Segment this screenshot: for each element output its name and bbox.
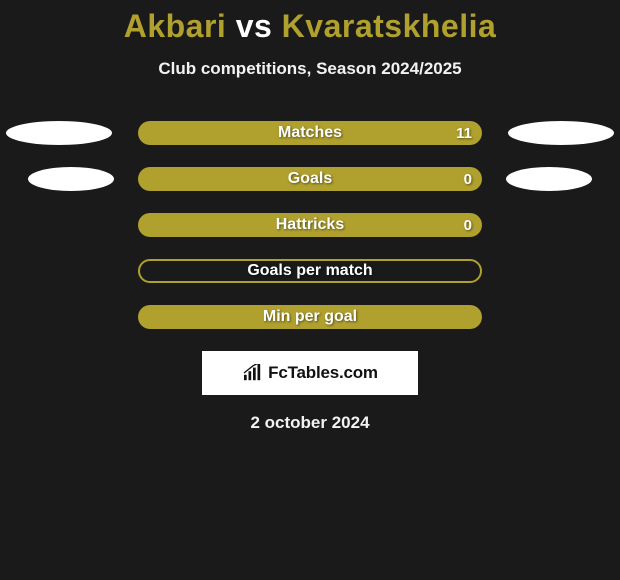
stat-value: 11 xyxy=(456,125,472,142)
stat-row-matches: Matches 11 xyxy=(0,121,620,145)
logo-content: FcTables.com xyxy=(242,363,378,383)
stat-bar: Hattricks 0 xyxy=(138,213,482,237)
stat-row-hattricks: Hattricks 0 xyxy=(0,213,620,237)
subtitle: Club competitions, Season 2024/2025 xyxy=(0,59,620,79)
logo-box[interactable]: FcTables.com xyxy=(202,351,418,395)
stat-label: Min per goal xyxy=(263,308,357,326)
comparison-card: Akbari vs Kvaratskhelia Club competition… xyxy=(0,0,620,433)
stat-label: Hattricks xyxy=(276,216,344,234)
left-value-ellipse xyxy=(6,121,112,145)
stat-label: Goals per match xyxy=(247,262,372,280)
player-left-name: Akbari xyxy=(124,8,227,44)
bar-chart-icon xyxy=(242,364,264,382)
vs-separator: vs xyxy=(226,8,281,44)
stat-label: Matches xyxy=(278,124,342,142)
page-title: Akbari vs Kvaratskhelia xyxy=(0,8,620,45)
left-value-ellipse xyxy=(28,167,114,191)
stats-section: Matches 11 Goals 0 Hattricks 0 Goals per… xyxy=(0,121,620,329)
player-right-name: Kvaratskhelia xyxy=(282,8,497,44)
logo-text: FcTables.com xyxy=(268,363,378,383)
stat-row-goals: Goals 0 xyxy=(0,167,620,191)
stat-row-goals-per-match: Goals per match xyxy=(0,259,620,283)
right-value-ellipse xyxy=(508,121,614,145)
stat-value: 0 xyxy=(464,171,472,188)
stat-label: Goals xyxy=(288,170,332,188)
stat-bar: Goals 0 xyxy=(138,167,482,191)
footer-date: 2 october 2024 xyxy=(0,413,620,433)
stat-row-min-per-goal: Min per goal xyxy=(0,305,620,329)
stat-bar: Min per goal xyxy=(138,305,482,329)
stat-value: 0 xyxy=(464,217,472,234)
right-value-ellipse xyxy=(506,167,592,191)
stat-bar: Goals per match xyxy=(138,259,482,283)
stat-bar: Matches 11 xyxy=(138,121,482,145)
